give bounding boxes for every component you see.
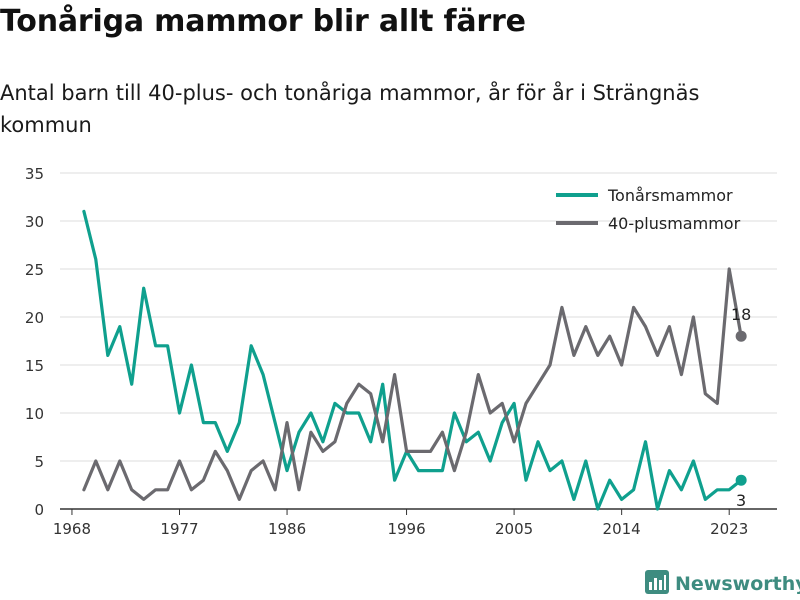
end-label-teen: 3 [736, 491, 746, 510]
x-tick-label: 1996 [387, 520, 425, 538]
end-label-plus40: 18 [731, 305, 751, 324]
legend-label-teen: Tonårsmammor [607, 186, 733, 205]
brand-name: Newsworthy [675, 573, 800, 595]
y-tick-label: 5 [34, 453, 44, 471]
chart-title: Tonåriga mammor blir allt färre [0, 4, 526, 39]
x-tick-label: 1986 [268, 520, 306, 538]
series-line-teen [82, 209, 743, 511]
y-tick-label: 35 [25, 165, 44, 183]
y-tick-label: 25 [25, 261, 44, 279]
chart-subtitle: Antal barn till 40-plus- och tonåriga ma… [0, 81, 700, 137]
series-line-plus40 [82, 267, 743, 501]
end-point-teen [735, 474, 747, 486]
end-point-plus40 [735, 330, 747, 342]
y-tick-label: 15 [25, 357, 44, 375]
y-tick-label: 30 [25, 213, 44, 231]
y-tick-label: 20 [25, 309, 44, 327]
y-tick-label: 0 [34, 501, 44, 519]
x-tick-label: 2014 [603, 520, 641, 538]
x-tick-label: 2005 [495, 520, 533, 538]
legend-label-plus40: 40-plusmammor [608, 214, 741, 233]
x-tick-label: 1977 [160, 520, 198, 538]
newsworthy-logo-icon [645, 570, 669, 598]
x-tick-label: 1968 [53, 520, 91, 538]
newsworthy-brand: Newsworthy [645, 570, 800, 598]
x-tick-label: 2023 [710, 520, 748, 538]
y-tick-label: 10 [25, 405, 44, 423]
